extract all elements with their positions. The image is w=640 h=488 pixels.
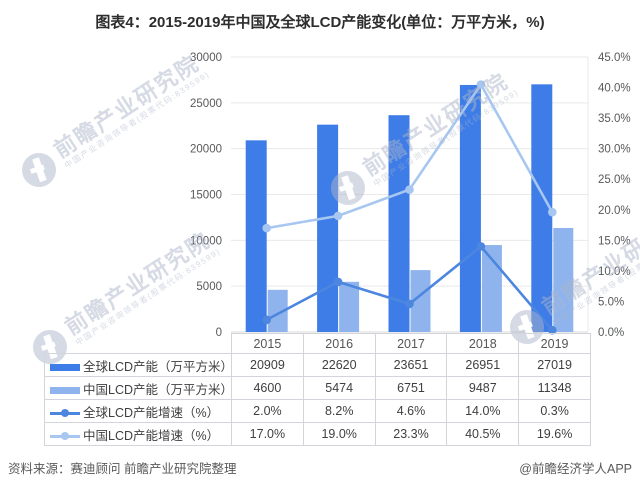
value-cell: 8.2% (302, 399, 376, 423)
right-axis-tick: 5.0% (598, 296, 624, 308)
data-table: 2015 2016 2017 2018 2019 全球LCD产能（万平方米） 20909 22… (44, 333, 591, 446)
line-marker (476, 80, 486, 89)
bar-segment (317, 124, 339, 333)
right-axis-tick: 10.0% (598, 266, 631, 278)
value-cell: 4600 (231, 376, 304, 400)
bar-swatch-icon (50, 363, 80, 371)
value-cell: 4.6% (374, 399, 448, 423)
value-cell: 19.0% (302, 422, 376, 446)
value-cell: 14.0% (446, 399, 520, 423)
bar-segment (410, 270, 431, 332)
line-marker (333, 277, 343, 287)
left-axis-tick: 5000 (196, 281, 222, 293)
value-cell: 40.5% (446, 422, 520, 446)
source-text: 资料来源：赛迪顾问 前瞻产业研究院整理 (8, 462, 237, 476)
line-marker (262, 223, 272, 233)
source-row: 资料来源：赛迪顾问 前瞻产业研究院整理 @前瞻经济学人APP (8, 458, 632, 477)
right-axis-tick: 40.0% (598, 83, 631, 95)
bar-segment (459, 84, 481, 333)
value-cell: 22620 (302, 353, 376, 377)
legend-label: 中国LCD产能增速（%） (83, 428, 220, 443)
legend-cell: 中国LCD产能（万平方米） (44, 376, 232, 400)
right-axis-tick: 45.0% (598, 52, 631, 64)
value-cell: 26951 (446, 353, 520, 377)
legend-label: 全球LCD产能（万平方米） (83, 359, 232, 374)
value-cell: 27019 (518, 353, 591, 377)
value-cell: 23651 (374, 353, 448, 377)
left-axis-tick: 20000 (190, 144, 222, 156)
table-row: 全球LCD产能增速（%） 2.0% 8.2% 4.6% 14.0% 0.3% (44, 399, 591, 423)
bar-segment (553, 227, 574, 332)
year-header-cell: 2015 (231, 333, 304, 354)
chart-title: 图表4：2015-2019年中国及全球LCD产能变化(单位：万平方米，%) (95, 14, 545, 31)
value-cell: 17.0% (231, 422, 304, 446)
value-cell: 19.6% (518, 422, 591, 446)
legend-label: 中国LCD产能（万平方米） (83, 382, 232, 397)
table-row: 中国LCD产能（万平方米） 4600 5474 6751 9487 11348 (44, 376, 591, 400)
line-marker (476, 242, 486, 251)
table-row: 中国LCD产能增速（%） 17.0% 19.0% 23.3% 40.5% 19.6% (44, 422, 591, 446)
value-cell: 9487 (446, 376, 520, 400)
publisher-credit: @前瞻经济学人APP (519, 462, 632, 476)
value-cell: 6751 (374, 376, 448, 400)
left-axis-tick: 0 (216, 327, 222, 339)
year-header-cell: 2019 (518, 333, 591, 354)
left-axis-tick: 30000 (190, 52, 222, 64)
line-swatch-icon (50, 432, 80, 441)
bar-segment (339, 281, 360, 332)
bar-swatch-icon (50, 386, 80, 394)
line-swatch-icon (50, 409, 80, 418)
legend-cell: 全球LCD产能（万平方米） (44, 353, 232, 377)
legend-cell: 全球LCD产能增速（%） (44, 399, 232, 423)
legend-label: 全球LCD产能增速（%） (83, 405, 220, 420)
left-axis-tick: 10000 (190, 235, 222, 247)
right-axis-tick: 35.0% (598, 113, 631, 125)
right-axis-tick: 30.0% (598, 144, 631, 156)
bar-segment (267, 289, 288, 332)
bar-segment (388, 115, 410, 333)
value-cell: 2.0% (231, 399, 304, 423)
table-corner-cell (45, 334, 232, 354)
value-cell: 0.3% (518, 399, 591, 423)
line-marker (548, 207, 557, 217)
value-cell: 5474 (302, 376, 376, 400)
year-header-cell: 2017 (374, 333, 448, 354)
line-marker (262, 315, 272, 325)
right-axis-tick: 25.0% (598, 174, 631, 186)
value-cell: 11348 (518, 376, 591, 400)
left-axis-tick: 15000 (190, 190, 222, 202)
value-cell: 23.3% (374, 422, 448, 446)
right-axis-tick: 20.0% (598, 205, 631, 217)
bar-segment (531, 84, 553, 332)
table-header-row: 2015 2016 2017 2018 2019 (45, 333, 591, 354)
year-header-cell: 2018 (446, 333, 520, 354)
bar-segment (245, 140, 267, 332)
year-header-cell: 2016 (302, 333, 376, 354)
line-marker (405, 299, 414, 309)
right-axis-tick: 0.0% (598, 327, 624, 339)
right-axis-tick: 15.0% (598, 235, 631, 247)
legend-cell: 中国LCD产能增速（%） (44, 422, 232, 446)
left-axis-tick: 25000 (190, 98, 222, 110)
table-row: 全球LCD产能（万平方米） 20909 22620 23651 26951 27019 (44, 353, 591, 377)
value-cell: 20909 (231, 353, 304, 377)
line-marker (405, 185, 414, 194)
line-marker (333, 211, 343, 221)
